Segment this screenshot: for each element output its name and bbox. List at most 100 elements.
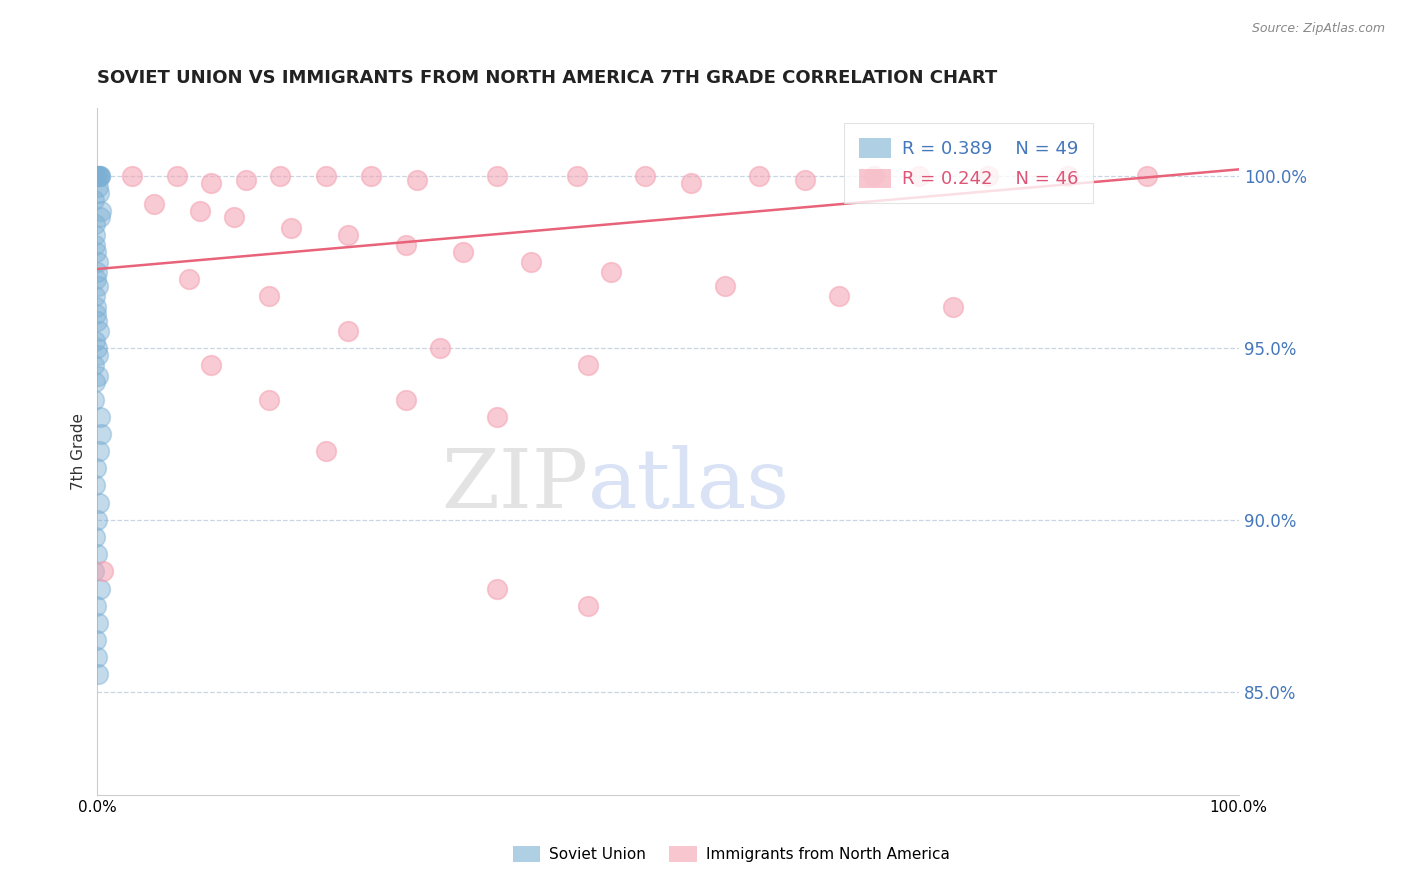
Text: ZIP: ZIP [441,445,588,525]
Point [200,176,222,190]
Point [89,169,111,184]
Point [86,547,108,561]
Point [520,255,543,269]
Point [406,172,429,186]
Point [714,279,737,293]
Point [269,169,291,184]
Point [828,289,851,303]
Point [976,169,998,184]
Point [1136,169,1159,184]
Point [84,244,107,259]
Point [429,341,451,355]
Point [315,169,337,184]
Point [315,444,337,458]
Point [83,169,105,184]
Legend: R = 0.389    N = 49, R = 0.242    N = 46: R = 0.389 N = 49, R = 0.242 N = 46 [844,123,1092,202]
Point [86,513,108,527]
Point [200,358,222,372]
Point [862,169,884,184]
Legend: Soviet Union, Immigrants from North America: Soviet Union, Immigrants from North Amer… [506,840,956,868]
Point [942,300,965,314]
Text: SOVIET UNION VS IMMIGRANTS FROM NORTH AMERICA 7TH GRADE CORRELATION CHART: SOVIET UNION VS IMMIGRANTS FROM NORTH AM… [97,69,998,87]
Point [87,179,110,194]
Point [84,169,107,184]
Point [166,169,188,184]
Point [485,409,508,424]
Point [84,169,107,184]
Point [794,172,817,186]
Point [91,565,114,579]
Point [84,376,107,390]
Point [86,265,108,279]
Point [143,196,166,211]
Point [257,289,280,303]
Point [84,272,107,286]
Point [451,244,474,259]
Point [1056,169,1078,184]
Point [565,169,588,184]
Point [87,615,110,630]
Point [84,300,107,314]
Point [87,169,110,184]
Point [84,633,107,648]
Y-axis label: 7th Grade: 7th Grade [72,413,86,490]
Point [90,426,112,441]
Point [600,265,623,279]
Point [83,194,105,208]
Point [89,409,111,424]
Point [84,227,107,242]
Point [87,169,110,184]
Point [394,392,416,407]
Point [121,169,143,184]
Point [485,582,508,596]
Point [634,169,657,184]
Point [87,279,110,293]
Point [90,203,112,218]
Point [235,172,257,186]
Point [87,496,110,510]
Point [86,313,108,327]
Point [360,169,382,184]
Point [86,667,108,681]
Point [188,203,211,218]
Point [337,227,360,242]
Point [86,255,108,269]
Point [394,238,416,252]
Point [87,368,110,383]
Point [280,220,302,235]
Point [84,238,107,252]
Point [83,358,105,372]
Point [89,582,111,596]
Point [83,565,105,579]
Point [485,169,508,184]
Point [908,169,931,184]
Point [89,211,111,225]
Point [83,530,105,544]
Point [86,341,108,355]
Point [84,599,107,613]
Point [679,176,702,190]
Point [89,169,111,184]
Point [86,650,108,665]
Point [89,444,111,458]
Point [83,478,105,492]
Point [86,307,108,321]
Point [89,324,111,338]
Point [337,324,360,338]
Point [87,186,110,201]
Point [257,392,280,407]
Point [576,358,599,372]
Point [84,461,107,475]
Point [87,348,110,362]
Text: Source: ZipAtlas.com: Source: ZipAtlas.com [1251,22,1385,36]
Point [86,169,108,184]
Point [177,272,200,286]
Text: atlas: atlas [588,445,790,525]
Point [84,218,107,232]
Point [748,169,770,184]
Point [83,392,105,407]
Point [576,599,599,613]
Point [83,289,105,303]
Point [224,211,246,225]
Point [84,334,107,348]
